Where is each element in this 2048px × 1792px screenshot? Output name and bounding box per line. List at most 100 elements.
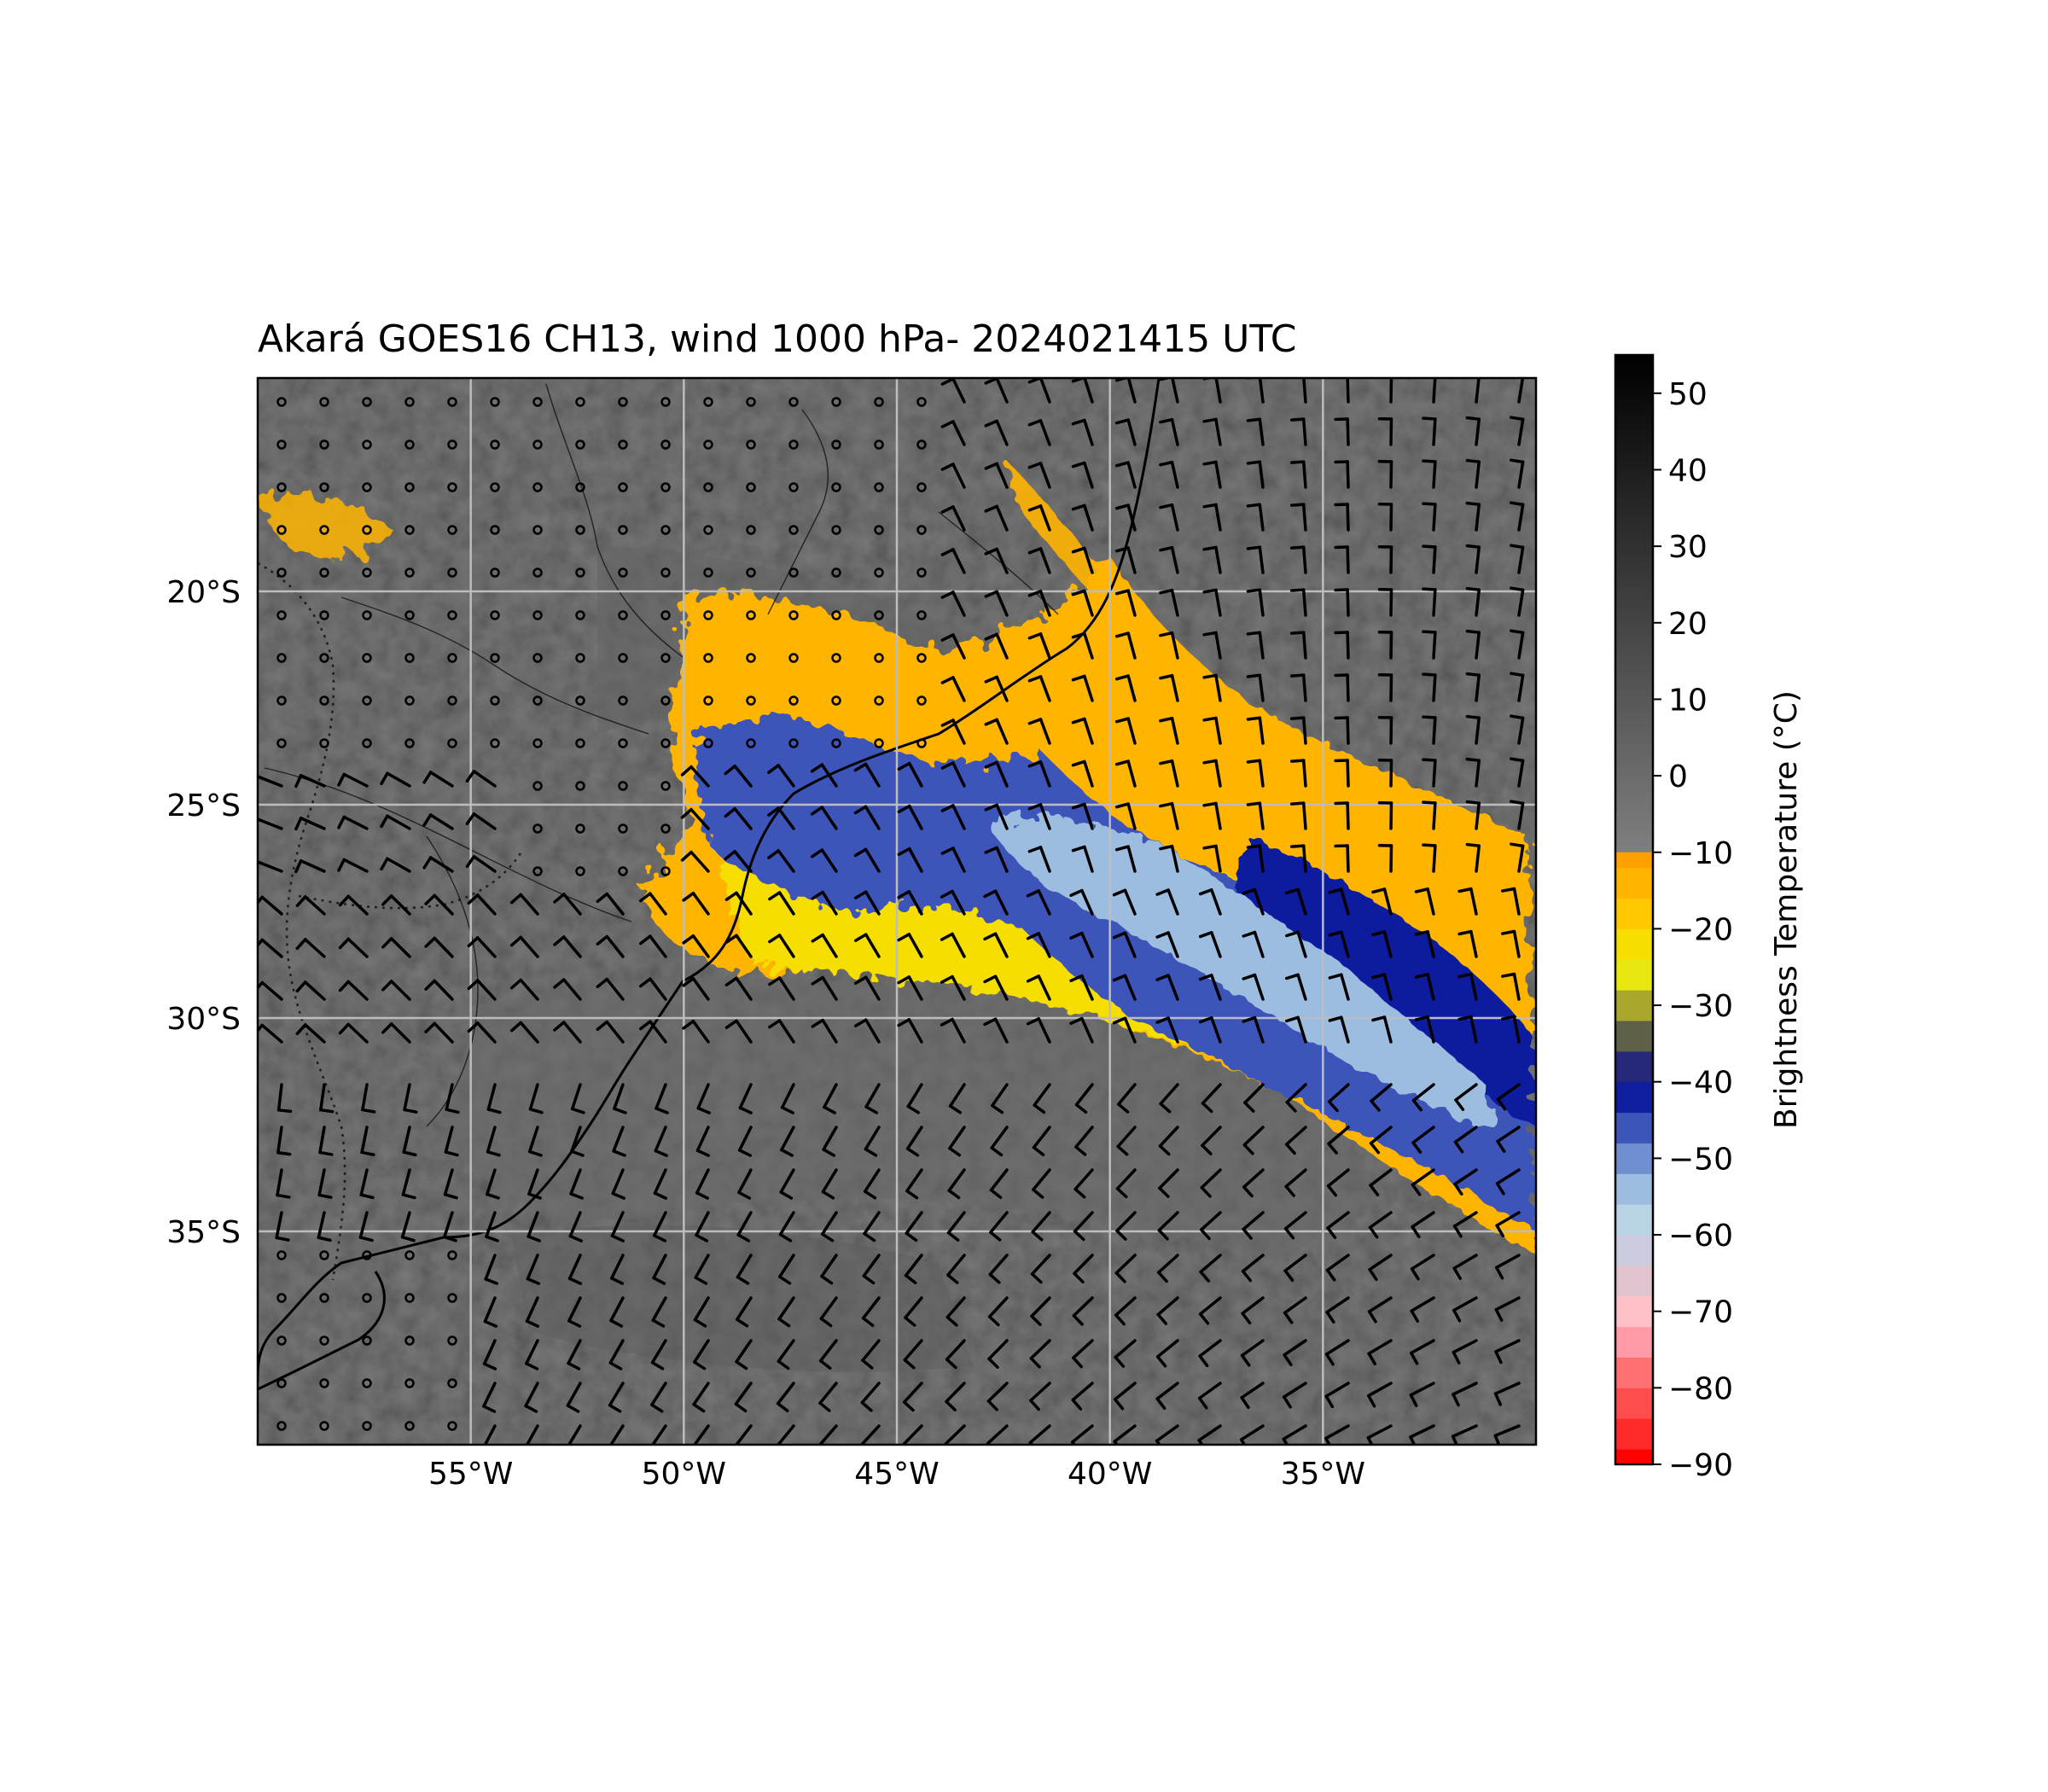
wind-barb (1170, 503, 1179, 532)
wind-barb-flag (1495, 1182, 1505, 1196)
wind-barb-flag (1289, 844, 1306, 848)
wind-barb-flag (1202, 801, 1218, 807)
wind-barb-flag (1327, 1142, 1338, 1155)
wind-barb (276, 1083, 283, 1112)
wind-barb-flag (1071, 461, 1086, 468)
wind-barb (472, 855, 497, 873)
wind-barb-flag (1452, 1393, 1460, 1407)
wind-barb (1201, 1083, 1222, 1105)
wind-barb-flag (905, 1147, 920, 1157)
wind-barb-flag (984, 846, 998, 854)
wind-barb-flag (486, 1108, 502, 1114)
wind-barb-flag (1452, 1225, 1463, 1238)
wind-barb (821, 890, 838, 916)
wind-barb-flag (1326, 1226, 1337, 1239)
wind-barb-flag (1158, 1186, 1170, 1198)
wind-barb (1214, 545, 1222, 574)
wind-barb (987, 1339, 1009, 1361)
wind-barb-flag (853, 805, 868, 815)
colorbar-step-10 (1615, 1143, 1653, 1174)
wind-barb (482, 1339, 497, 1366)
wind-barb (1432, 545, 1437, 574)
calm-circle (746, 695, 756, 706)
wind-barb-flag (1198, 931, 1213, 939)
calm-circle (660, 781, 671, 791)
wind-barb (1432, 503, 1437, 532)
wind-barb-flag (1027, 803, 1043, 811)
wind-barb (695, 1211, 710, 1237)
wind-barb (445, 1083, 454, 1111)
wind-barb (1155, 1382, 1179, 1400)
wind-barb-flag (1159, 588, 1174, 595)
wind-barb-flag (1289, 503, 1306, 507)
wind-barb-flag (1156, 1271, 1168, 1283)
wind-barb (736, 1254, 753, 1279)
calm-circle (362, 1378, 372, 1388)
wind-barb-flag (1495, 1224, 1504, 1237)
wind-barb-flag (1465, 501, 1481, 506)
calm-circle (532, 695, 543, 706)
wind-barb-flag (778, 1232, 793, 1242)
wind-barb-flag (1074, 1103, 1088, 1114)
wind-barb (1258, 801, 1265, 830)
wind-barb (1072, 1339, 1094, 1359)
wind-barb-flag (1159, 460, 1174, 467)
wind-barb-flag (1369, 1184, 1380, 1196)
wind-barb-flag (987, 1357, 999, 1369)
wind-barb (1033, 1083, 1051, 1107)
calm-circle (874, 482, 884, 492)
wind-barb (1284, 1168, 1307, 1189)
colorbar-tick-label: −50 (1668, 1142, 1733, 1177)
wind-barb (1156, 1296, 1179, 1317)
lat-tick-label: 20°S (166, 575, 241, 610)
calm-circle (831, 738, 841, 748)
wind-barb-flag (724, 1019, 738, 1029)
wind-barb (1201, 1126, 1222, 1148)
wind-barb-flag (1240, 1396, 1250, 1410)
wind-barb (945, 1382, 966, 1404)
wind-barb-flag (1115, 1229, 1127, 1241)
wind-barb (1083, 378, 1094, 404)
wind-barb-flag (652, 1234, 667, 1242)
wind-barb-flag (483, 1319, 498, 1328)
wind-barb (1258, 673, 1265, 702)
wind-barb-flag (897, 761, 911, 771)
wind-barb-flag (983, 889, 998, 899)
wind-barb (1382, 1015, 1393, 1044)
wind-barb-flag (940, 719, 955, 727)
wind-barb-flag (1030, 1314, 1042, 1326)
calm-circle (746, 653, 756, 663)
wind-barb-flag (1027, 590, 1043, 597)
wind-barb-flag (638, 934, 652, 945)
wind-barb (1475, 545, 1481, 574)
wind-barb (864, 890, 881, 916)
wind-barb (1083, 461, 1094, 489)
wind-barb-flag (1112, 931, 1127, 940)
wind-barb-flag (777, 1275, 792, 1285)
wind-barb-flag (358, 1236, 374, 1242)
wind-barb-flag (940, 591, 955, 599)
colorbar-gray-section (1615, 355, 1653, 853)
wind-barb-flag (1114, 1313, 1126, 1326)
wind-barb-flag (1202, 716, 1218, 722)
calm-circle (575, 397, 585, 407)
colorbar-tick-label: −40 (1668, 1066, 1733, 1101)
calm-circle (532, 610, 543, 620)
wind-barb (260, 895, 283, 916)
wind-barb-flag (1026, 1017, 1040, 1026)
wind-barb-flag (696, 1106, 711, 1114)
colorbar-tick-label: 20 (1668, 607, 1708, 642)
wind-barb (1210, 1016, 1222, 1044)
wind-barb (1517, 417, 1525, 446)
wind-barb-flag (984, 590, 998, 598)
wind-barb-flag (650, 1403, 664, 1413)
calm-circle (575, 567, 585, 578)
calm-circle (874, 695, 884, 706)
calm-circle (532, 866, 543, 876)
wind-barb (1126, 845, 1137, 873)
wind-barb (777, 891, 795, 916)
wind-barb (689, 765, 710, 788)
calm-circle (276, 695, 287, 706)
wind-barb-flag (695, 1149, 710, 1157)
colorbar-tick-label: −10 (1668, 836, 1733, 871)
